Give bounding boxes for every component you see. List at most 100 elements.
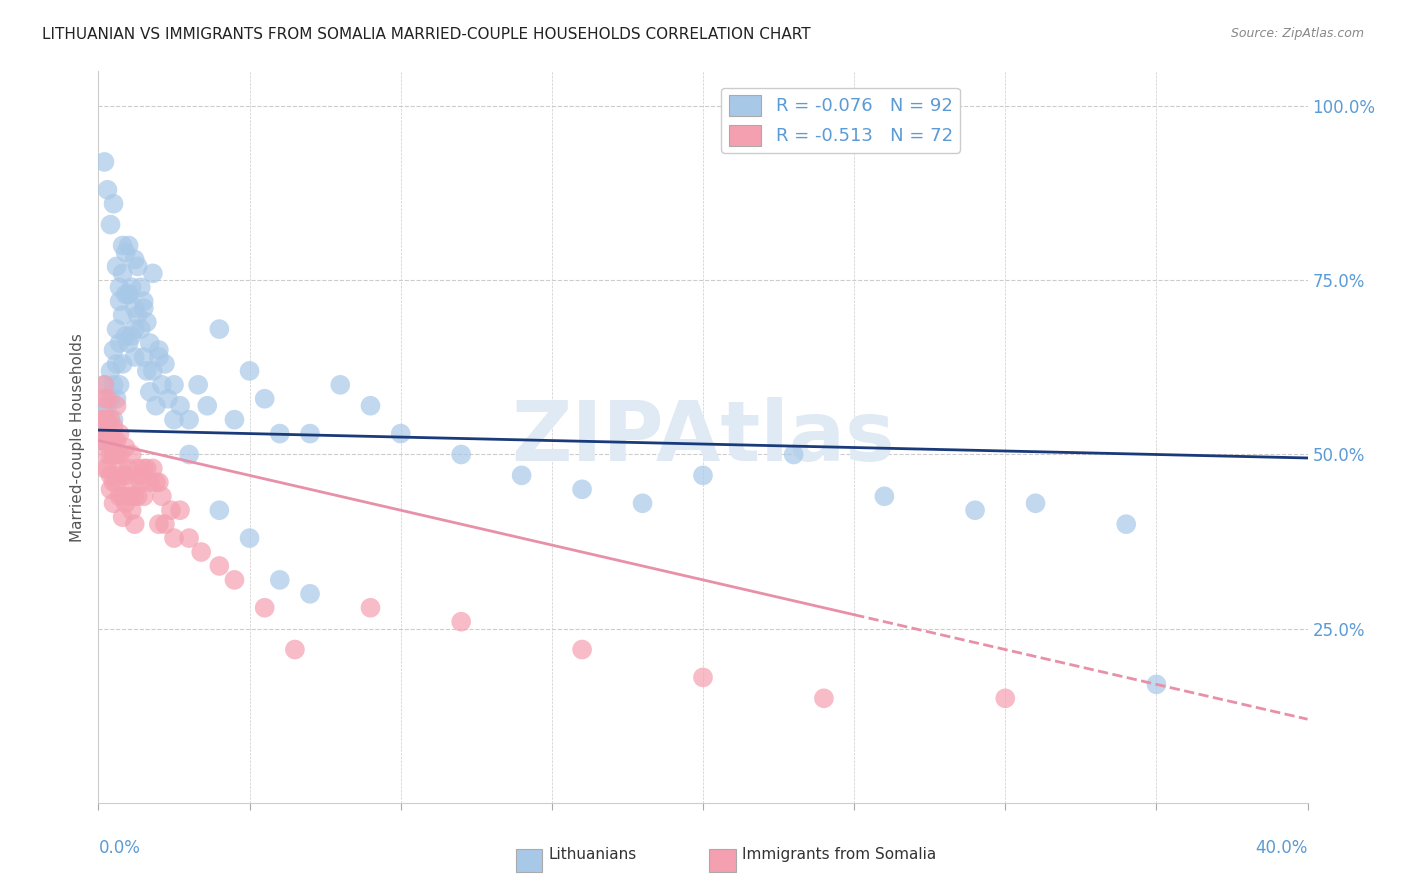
Point xyxy=(96,399,118,413)
Text: LITHUANIAN VS IMMIGRANTS FROM SOMALIA MARRIED-COUPLE HOUSEHOLDS CORRELATION CHAR: LITHUANIAN VS IMMIGRANTS FROM SOMALIA MA… xyxy=(42,27,811,42)
Point xyxy=(224,412,246,426)
Point xyxy=(118,461,141,475)
Point xyxy=(187,377,209,392)
Point xyxy=(571,483,593,497)
Point xyxy=(135,364,157,378)
Point xyxy=(103,412,125,426)
Point xyxy=(121,503,143,517)
Point xyxy=(103,496,125,510)
Point xyxy=(118,336,141,351)
Point xyxy=(111,308,134,322)
Point xyxy=(121,280,143,294)
Point xyxy=(105,357,128,371)
Point xyxy=(111,357,134,371)
Point xyxy=(692,670,714,684)
Point xyxy=(96,448,118,462)
Point xyxy=(129,475,152,490)
Point xyxy=(103,448,125,462)
Point xyxy=(142,364,165,378)
Point xyxy=(450,448,472,462)
Point xyxy=(360,399,382,413)
Point xyxy=(105,434,128,448)
Point xyxy=(360,600,382,615)
Point xyxy=(142,266,165,280)
Point xyxy=(139,336,162,351)
Point xyxy=(150,489,173,503)
Point xyxy=(103,475,125,490)
FancyBboxPatch shape xyxy=(709,849,735,872)
Point xyxy=(253,392,276,406)
Legend: R = -0.076   N = 92, R = -0.513   N = 72: R = -0.076 N = 92, R = -0.513 N = 72 xyxy=(721,87,960,153)
Point xyxy=(93,155,115,169)
Point xyxy=(90,412,112,426)
Point xyxy=(269,426,291,441)
Point xyxy=(118,287,141,301)
FancyBboxPatch shape xyxy=(516,849,543,872)
Point xyxy=(190,545,212,559)
Point xyxy=(114,287,136,301)
Point xyxy=(96,419,118,434)
Point xyxy=(148,350,170,364)
Point xyxy=(148,517,170,532)
Point xyxy=(450,615,472,629)
Point xyxy=(103,196,125,211)
Point xyxy=(111,489,134,503)
Point xyxy=(127,260,149,274)
Point xyxy=(224,573,246,587)
Point xyxy=(148,475,170,490)
Point xyxy=(389,426,412,441)
Point xyxy=(129,322,152,336)
Point xyxy=(994,691,1017,706)
Point xyxy=(142,461,165,475)
Point xyxy=(163,531,186,545)
Point xyxy=(93,434,115,448)
Point xyxy=(100,448,122,462)
Point xyxy=(153,357,176,371)
Point xyxy=(510,468,533,483)
Point xyxy=(124,322,146,336)
Point xyxy=(105,260,128,274)
Point xyxy=(127,461,149,475)
Point xyxy=(121,329,143,343)
Point xyxy=(100,434,122,448)
Point xyxy=(96,426,118,441)
Point xyxy=(208,558,231,573)
Point xyxy=(114,441,136,455)
Point xyxy=(179,412,201,426)
Point xyxy=(96,183,118,197)
Point xyxy=(111,468,134,483)
Point xyxy=(100,434,122,448)
Text: Lithuanians: Lithuanians xyxy=(548,847,637,862)
Point xyxy=(105,475,128,490)
Point xyxy=(118,238,141,252)
Point xyxy=(571,642,593,657)
Point xyxy=(139,475,162,490)
Point xyxy=(139,384,162,399)
Point xyxy=(118,489,141,503)
Point xyxy=(132,350,155,364)
Point xyxy=(124,517,146,532)
Point xyxy=(103,448,125,462)
Point xyxy=(1115,517,1137,532)
Point xyxy=(111,510,134,524)
Point xyxy=(127,308,149,322)
Point xyxy=(103,343,125,357)
Point xyxy=(108,377,131,392)
Point xyxy=(90,434,112,448)
Point xyxy=(132,461,155,475)
Point xyxy=(160,503,183,517)
Point xyxy=(100,218,122,232)
Point xyxy=(114,329,136,343)
Point xyxy=(100,412,122,426)
Point xyxy=(118,287,141,301)
Point xyxy=(127,489,149,503)
Point xyxy=(96,461,118,475)
Point xyxy=(208,503,231,517)
Point xyxy=(169,503,191,517)
Point xyxy=(132,489,155,503)
Point xyxy=(163,412,186,426)
Point xyxy=(145,475,167,490)
Point xyxy=(1144,677,1167,691)
Point xyxy=(1024,496,1046,510)
Point xyxy=(96,426,118,441)
